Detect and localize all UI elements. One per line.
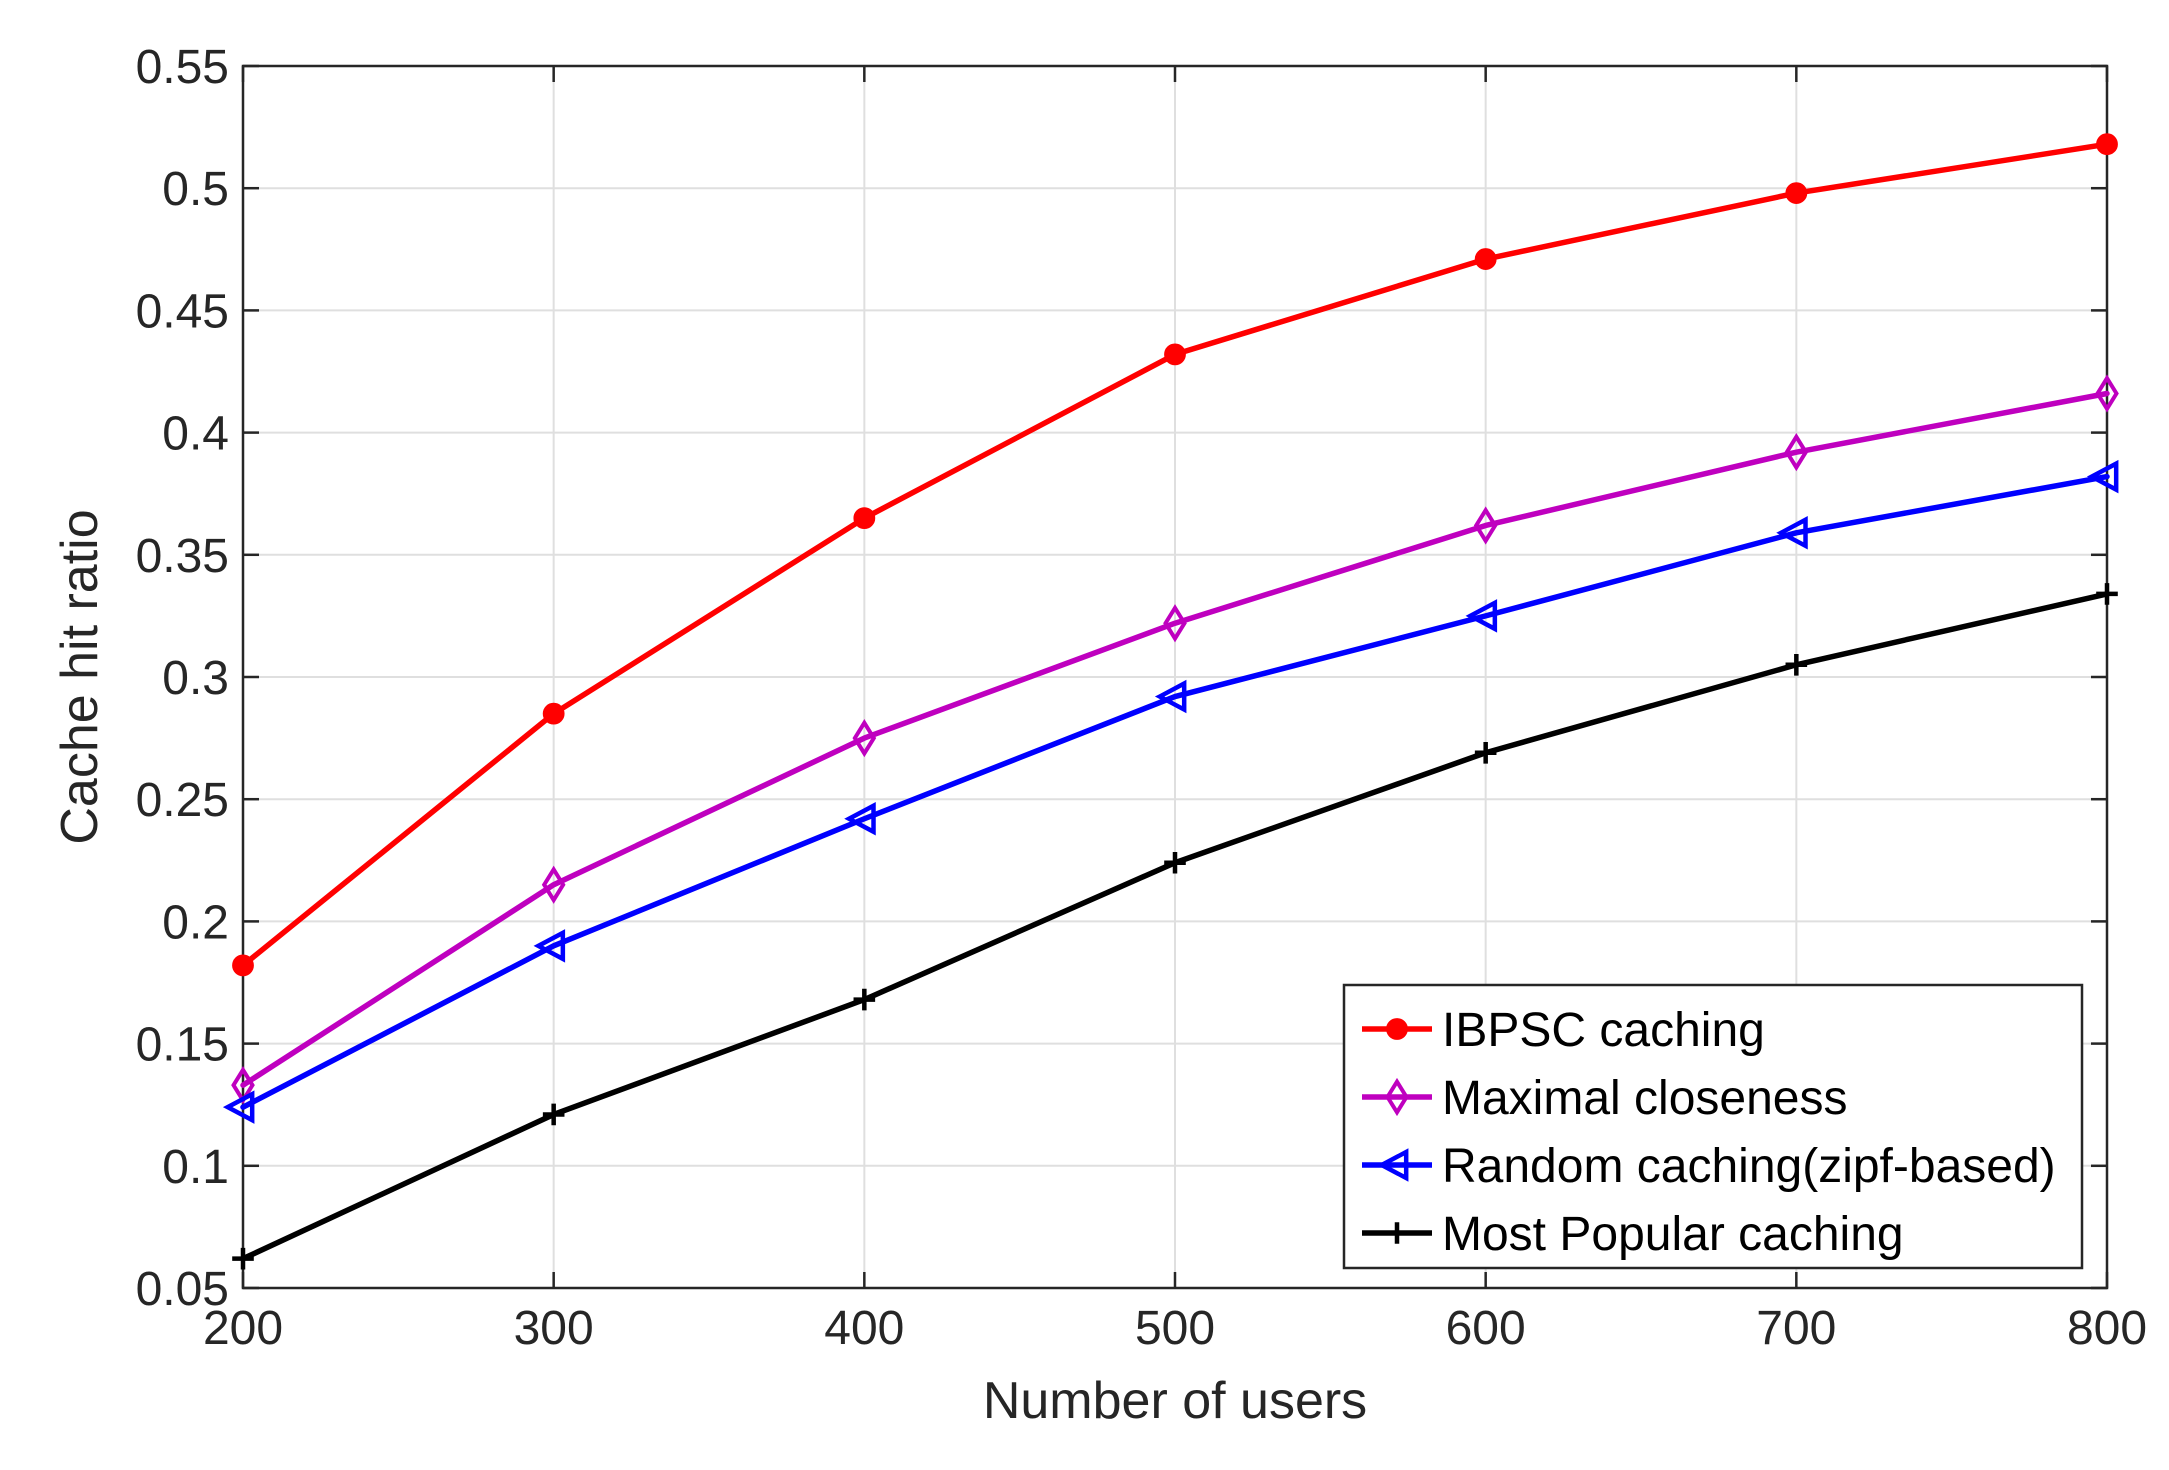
y-tick-label: 0.5 [162,163,229,216]
data-point [1784,433,1809,472]
data-point [1474,248,1497,270]
data-point [2086,459,2119,494]
data-point [1776,516,1808,550]
x-tick-label: 200 [203,1302,283,1355]
data-point [541,865,566,904]
series-3 [222,459,2119,1124]
x-tick-label: 600 [1446,1302,1526,1355]
series-1 [232,133,2118,977]
legend-marker [1386,1222,1408,1244]
y-tick-label: 0.55 [136,41,229,94]
data-point [232,954,254,977]
data-point [1785,653,1808,676]
data-point [2096,583,2118,605]
data-point [533,929,566,963]
legend-label: Random caching(zipf-based) [1442,1140,2056,1193]
legend-marker [1386,1018,1408,1040]
y-tick-label: 0.1 [162,1141,229,1194]
data-point [1154,679,1187,714]
series-line [240,473,2110,1110]
legend-marker [1385,1077,1409,1117]
legend-item: IBPSC caching [1362,1004,1765,1057]
axis-ticks: 200 300 400 500 600 700 800 0.05 0.1 0.15 0.2 0.25 0… [136,41,2147,1355]
data-point [1474,741,1497,764]
y-tick-label: 0.15 [136,1019,229,1072]
data-point [2096,133,2118,156]
data-point [232,1247,254,1270]
data-point [1163,604,1187,643]
x-tick-label: 300 [514,1302,594,1355]
y-tick-label: 0.45 [136,285,229,338]
data-point [1164,851,1186,874]
series-2 [231,374,2119,1105]
legend-marker [1376,1148,1409,1182]
data-point [1164,343,1186,366]
y-tick-label: 0.05 [136,1263,229,1316]
y-tick-label: 0.4 [162,408,229,461]
y-tick-label: 0.35 [136,530,229,583]
series-4 [232,583,2118,1270]
legend-label: Maximal closeness [1442,1072,1847,1125]
data-point [853,507,876,530]
legend-item: Random caching(zipf-based) [1362,1140,2056,1193]
data-point [2095,374,2119,413]
x-tick-label: 400 [824,1302,904,1355]
legend-box [1342,983,2084,1270]
data-point [222,1090,255,1124]
data-point [1473,506,1498,545]
data-point [852,719,877,758]
x-tick-label: 800 [2067,1302,2147,1355]
data-point [1465,599,1498,633]
y-tick-label: 0.3 [162,652,229,705]
legend-item: Most Popular caching [1362,1208,1904,1261]
y-axis-label: Cache hit ratio [51,509,109,844]
y-tick-label: 0.2 [162,896,229,949]
data-point [542,1103,565,1126]
legend-item: Maximal closeness [1362,1072,1847,1125]
series-group [222,133,2119,1270]
y-tick-label: 0.25 [136,774,229,827]
series-line [240,390,2110,1088]
data-point [844,802,876,836]
legend-label: IBPSC caching [1442,1004,1765,1057]
x-axis-label: Number of users [983,1372,1367,1430]
legend: IBPSC caching Maximal closeness Random cac… [1342,983,2084,1270]
data-point [1785,182,1808,204]
x-tick-label: 500 [1135,1302,1215,1355]
x-tick-label: 700 [1756,1302,1836,1355]
data-point [542,702,565,725]
legend-label: Most Popular caching [1442,1208,1904,1261]
data-point [853,988,876,1011]
